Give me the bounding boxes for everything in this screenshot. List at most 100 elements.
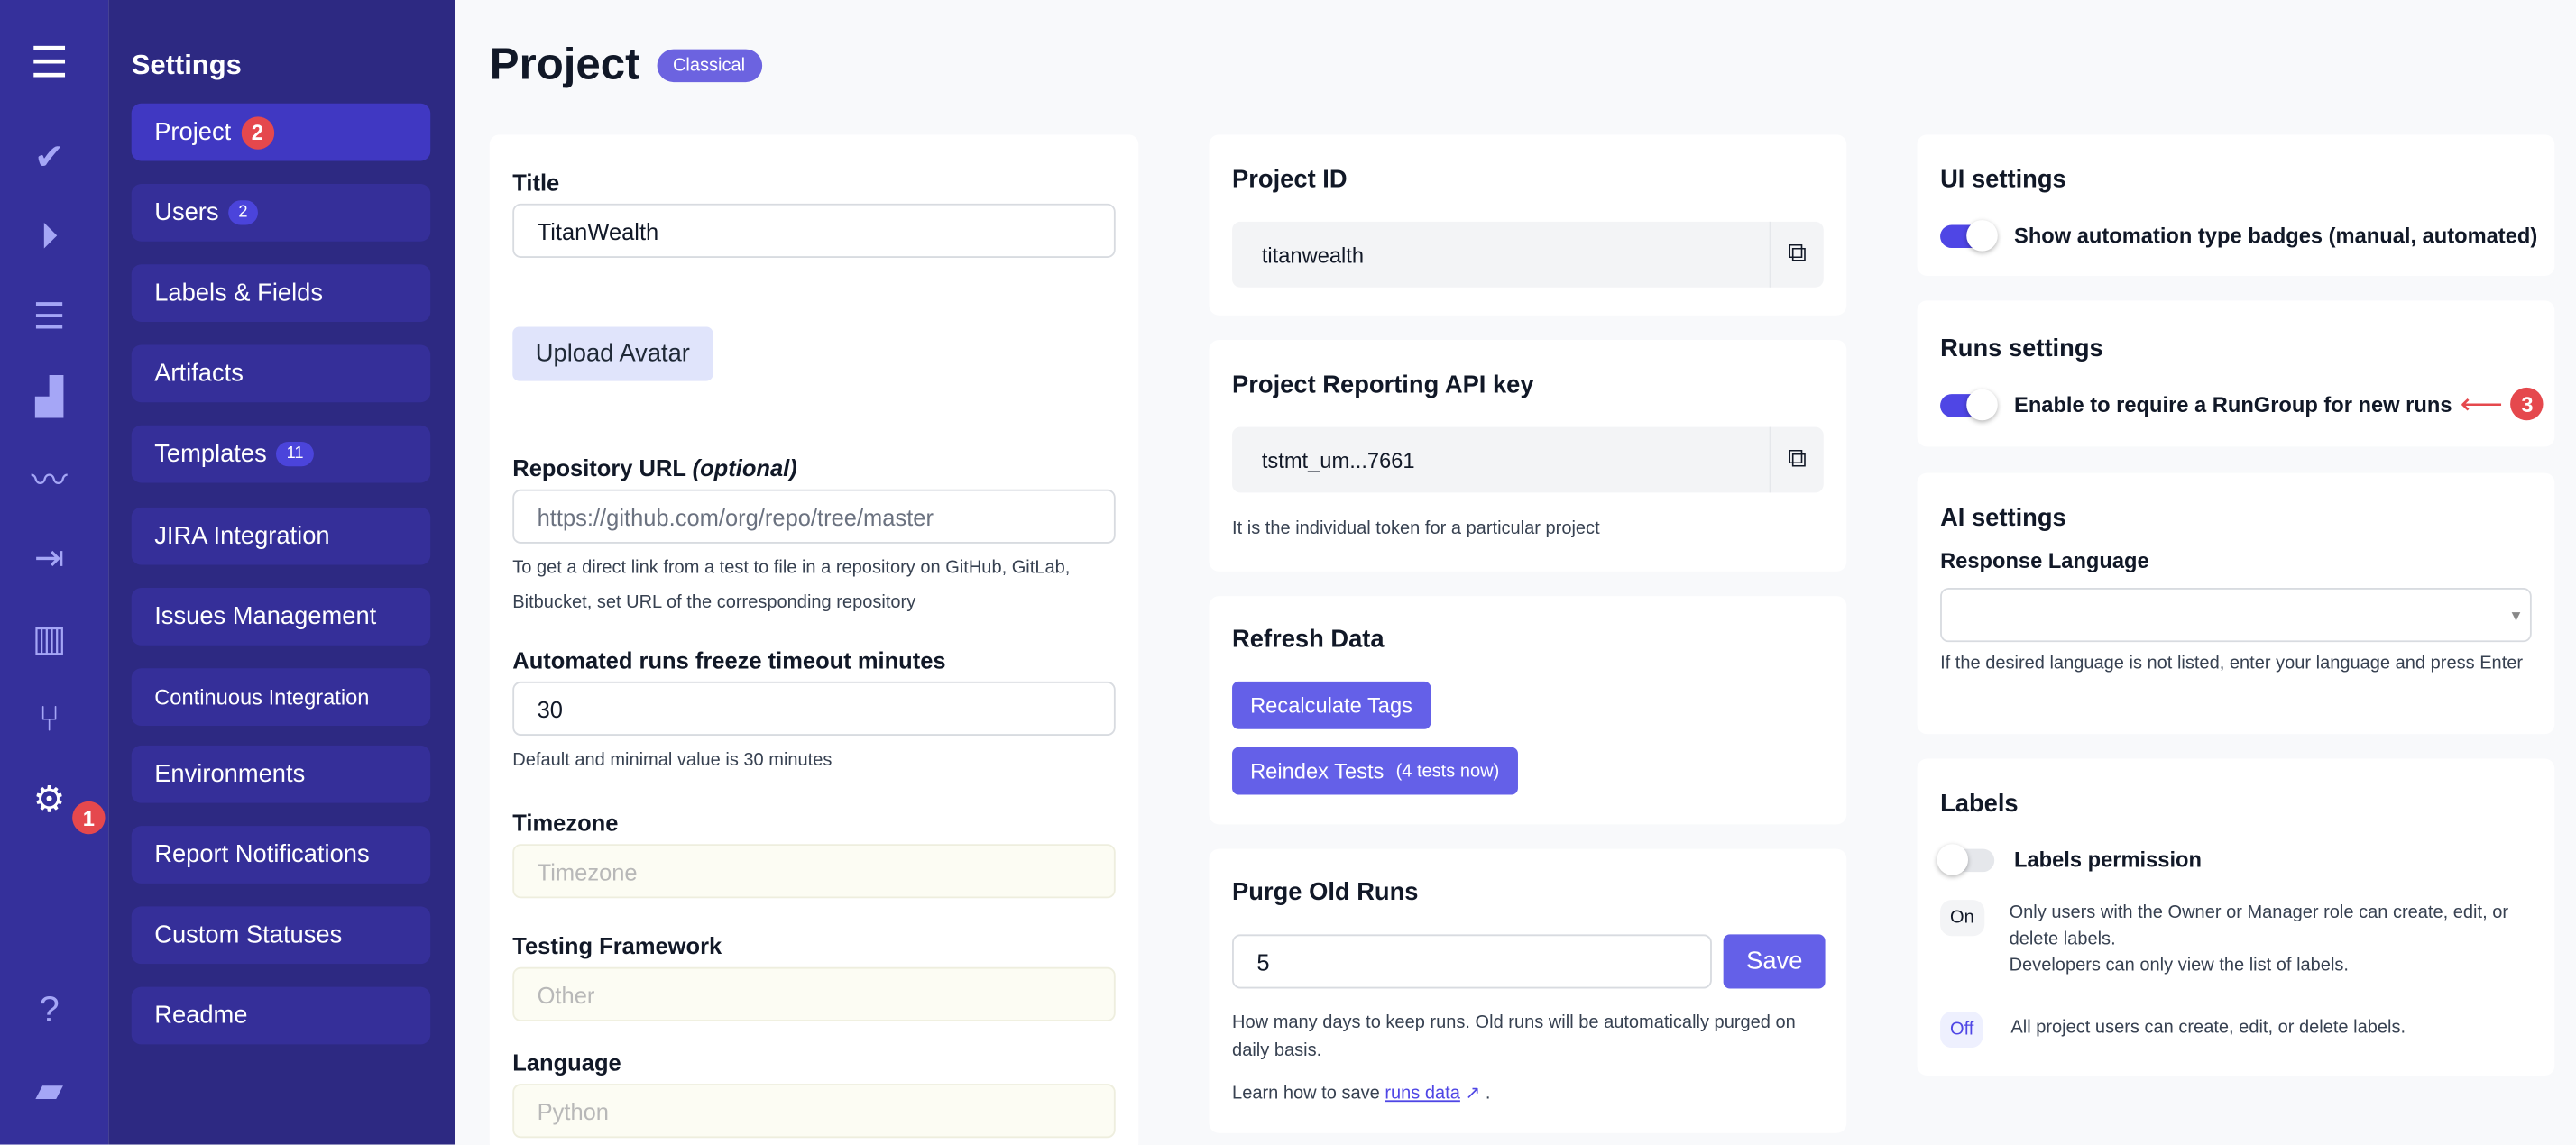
ai-settings-card: AI settings Response Language ▼ If the d…	[1917, 472, 2555, 735]
language-select[interactable]: Python	[512, 1084, 1116, 1139]
automation-badges-toggle[interactable]	[1940, 220, 1998, 252]
title-label: Title	[512, 169, 560, 196]
language-label: Language	[512, 1049, 621, 1076]
purge-card: Purge Old Runs 5 Save How many days to k…	[1209, 848, 1847, 1133]
reindex-tests-button[interactable]: Reindex Tests (4 tests now)	[1232, 747, 1518, 795]
heading: Project ID	[1232, 165, 1348, 194]
count-badge: 11	[276, 441, 314, 467]
folder-icon[interactable]: ▰	[35, 1068, 64, 1111]
annotation-1: 1	[72, 801, 106, 835]
runs-toggle-row: Enable to require a RunGroup for new run…	[2014, 387, 2544, 421]
sidebar-item-labels-fields[interactable]: Labels & Fields	[131, 264, 431, 322]
text: Only users with the Owner or Manager rol…	[2009, 902, 2509, 949]
prefix: Learn how to save	[1232, 1084, 1380, 1104]
sidebar-item-issues[interactable]: Issues Management	[131, 588, 431, 646]
note: (4 tests now)	[1395, 761, 1500, 782]
repo-label: Repository URL (optional)	[512, 455, 796, 481]
framework-select[interactable]: Other	[512, 966, 1116, 1021]
sidebar-item-project[interactable]: Project 2	[131, 103, 431, 161]
sidebar-item-artifacts[interactable]: Artifacts	[131, 344, 431, 403]
arrow-left-icon: ⟵	[2460, 387, 2503, 421]
toggle-label: Labels permission	[2014, 847, 2202, 873]
menu-icon[interactable]: ☰	[30, 36, 69, 87]
save-button[interactable]: Save	[1723, 934, 1826, 989]
help: It is the individual token for a particu…	[1232, 518, 1600, 539]
upload-avatar-button[interactable]: Upload Avatar	[512, 326, 713, 381]
repo-help: To get a direct link from a test to file…	[512, 558, 1071, 613]
label: Users	[154, 198, 219, 227]
gear-icon[interactable]: ⚙	[32, 778, 66, 820]
chart-icon[interactable]: ▥	[32, 617, 67, 659]
freeze-help: Default and minimal value is 30 minutes	[512, 750, 833, 771]
labels-card: Labels Labels permission On Only users w…	[1917, 758, 2555, 1076]
api-key-field: tstmt_um...7661 ⧉	[1232, 426, 1824, 493]
heading: Project Reporting API key	[1232, 371, 1534, 399]
sidebar-item-ci[interactable]: Continuous Integration	[131, 668, 431, 727]
sidebar-item-statuses[interactable]: Custom Statuses	[131, 906, 431, 965]
response-language-select[interactable]: ▼	[1940, 588, 2532, 643]
on-pill: On	[1940, 900, 1984, 937]
copy-icon[interactable]: ⧉	[1769, 426, 1824, 493]
annotation-3: 3	[2510, 387, 2544, 421]
annotation-2: 2	[241, 115, 274, 149]
type-badge: Classical	[656, 48, 762, 82]
heading: AI settings	[1940, 504, 2066, 533]
project-form-card: Title TitanWealth Upload Avatar Reposito…	[489, 134, 1139, 1145]
labels-permission-toggle[interactable]	[1937, 844, 1995, 875]
optional: (optional)	[692, 454, 797, 481]
require-rungroup-toggle[interactable]	[1940, 389, 1998, 421]
purge-days-input[interactable]: 5	[1232, 934, 1712, 989]
heading: Purge Old Runs	[1232, 878, 1419, 907]
ui-settings-card: UI settings Show automation type badges …	[1917, 134, 2555, 276]
suffix: .	[1485, 1084, 1491, 1104]
toggle-label: Enable to require a RunGroup for new run…	[2014, 391, 2452, 417]
toggle-label: Show automation type badges (manual, aut…	[2014, 223, 2538, 249]
off-description: All project users can create, edit, or d…	[2010, 1018, 2406, 1039]
label: Reindex Tests	[1250, 758, 1385, 783]
checklist-icon[interactable]: ☰	[32, 295, 66, 337]
text: Repository URL	[512, 454, 686, 481]
label: Project	[154, 118, 232, 147]
page-header: Project Classical	[490, 40, 762, 90]
check-icon[interactable]: ✔	[33, 136, 65, 178]
settings-panel: Settings Project 2 Users 2 Labels & Fields…	[108, 0, 455, 1145]
play-icon[interactable]: ⏵	[40, 215, 59, 257]
sidebar-item-users[interactable]: Users 2	[131, 183, 431, 242]
off-pill: Off	[1940, 1011, 1984, 1049]
timezone-label: Timezone	[512, 809, 619, 837]
settings-heading: Settings	[131, 49, 242, 81]
heading: UI settings	[1940, 165, 2066, 194]
sidebar-item-readme[interactable]: Readme	[131, 986, 431, 1045]
heading: Runs settings	[1940, 334, 2103, 363]
import-icon[interactable]: ⇥	[33, 536, 65, 579]
value: tstmt_um...7661	[1261, 447, 1415, 472]
branch-icon[interactable]: ⑂	[38, 698, 60, 739]
chevron-down-icon: ▼	[2508, 607, 2524, 624]
timezone-select[interactable]: Timezone	[512, 844, 1116, 899]
sidebar-item-notifications[interactable]: Report Notifications	[131, 826, 431, 884]
label: Templates	[154, 440, 267, 469]
recalculate-tags-button[interactable]: Recalculate Tags	[1232, 681, 1431, 729]
refresh-card: Refresh Data Recalculate Tags Reindex Te…	[1209, 596, 1847, 825]
pulse-icon[interactable]: 〰	[31, 459, 68, 501]
title-input[interactable]: TitanWealth	[512, 203, 1116, 258]
sidebar-item-jira[interactable]: JIRA Integration	[131, 507, 431, 565]
runs-data-link[interactable]: runs data	[1385, 1084, 1460, 1104]
copy-icon[interactable]: ⧉	[1769, 221, 1824, 288]
api-key-card: Project Reporting API key tstmt_um...766…	[1209, 340, 1847, 572]
external-link-icon: ↗	[1465, 1084, 1481, 1104]
project-id-card: Project ID titanwealth ⧉	[1209, 134, 1847, 316]
count-badge: 2	[228, 200, 258, 225]
steps-icon[interactable]: ▟	[35, 376, 64, 417]
repo-url-input[interactable]: https://github.com/org/repo/tree/master	[512, 489, 1116, 544]
on-description: Only users with the Owner or Manager rol…	[2010, 900, 2532, 978]
text: Developers can only view the list of lab…	[2009, 956, 2350, 976]
freeze-input[interactable]: 30	[512, 681, 1116, 736]
page-title: Project	[489, 39, 640, 89]
learn-line: Learn how to save runs data ↗ .	[1232, 1077, 1824, 1112]
heading: Refresh Data	[1232, 625, 1385, 654]
sidebar-item-environments[interactable]: Environments	[131, 745, 431, 803]
heading: Labels	[1940, 790, 2019, 819]
sidebar-item-templates[interactable]: Templates 11	[131, 425, 431, 483]
help-icon[interactable]: ?	[39, 988, 60, 1030]
